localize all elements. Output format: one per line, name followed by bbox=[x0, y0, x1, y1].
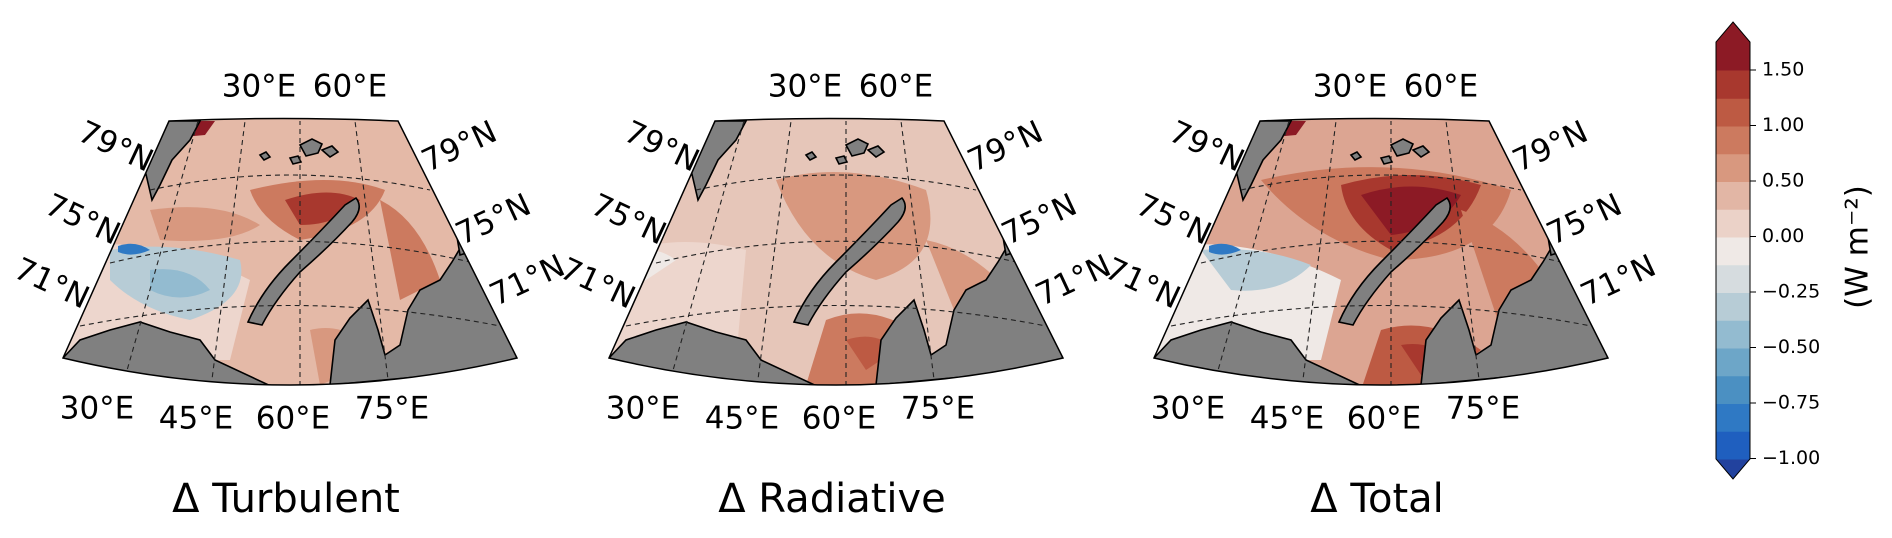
colorbar-band bbox=[1716, 431, 1750, 460]
colorbar-band bbox=[1716, 98, 1750, 127]
lon-label: 60°E bbox=[1404, 69, 1479, 105]
lon-label: 30°E bbox=[606, 391, 681, 427]
lon-label: 60°E bbox=[859, 69, 934, 105]
lat-label: 71°N bbox=[1100, 251, 1186, 317]
lon-label: 75°E bbox=[355, 391, 430, 427]
colorbar-tick-label: 1.00 bbox=[1762, 114, 1804, 136]
colorbar-label: (W m⁻²) bbox=[1840, 185, 1876, 309]
lon-label: 60°E bbox=[1347, 401, 1422, 437]
colorbar-tick-label: 0.50 bbox=[1762, 170, 1804, 192]
contour bbox=[1361, 186, 1461, 235]
panel-title: Δ Turbulent bbox=[172, 476, 400, 522]
lon-label: 60°E bbox=[256, 401, 331, 437]
colorbar-band bbox=[1716, 209, 1750, 238]
contour bbox=[776, 172, 931, 280]
colorbar-band bbox=[1716, 320, 1750, 349]
contour bbox=[150, 269, 210, 298]
panel-title: Δ Radiative bbox=[718, 476, 946, 522]
colorbar-tick-label: 0.00 bbox=[1762, 225, 1804, 247]
lon-label: 30°E bbox=[1151, 391, 1226, 427]
lat-label: 79°N bbox=[416, 114, 502, 180]
lon-label: 75°E bbox=[901, 391, 976, 427]
lat-label: 79°N bbox=[73, 114, 159, 180]
colorbar-band bbox=[1716, 292, 1750, 321]
colorbar-band bbox=[1716, 70, 1750, 99]
contour bbox=[1209, 243, 1241, 255]
map-border bbox=[607, 117, 1065, 386]
lat-label: 75°N bbox=[586, 187, 672, 253]
field bbox=[1154, 118, 1608, 385]
panel-title: Δ Total bbox=[1310, 476, 1444, 522]
map-panel: 30°E 60°E30°E 45°E 60°E 75°E79°N75°N71°N79°N… bbox=[1100, 69, 1662, 523]
lon-label: 30°E bbox=[768, 69, 843, 105]
lat-label: 71°N bbox=[1575, 248, 1661, 314]
colorbar-tick-label: 1.50 bbox=[1762, 59, 1804, 81]
lon-label: 75°E bbox=[1446, 391, 1521, 427]
colorbar-band bbox=[1716, 403, 1750, 432]
colorbar-band bbox=[1716, 237, 1750, 266]
contour bbox=[118, 243, 150, 255]
lon-label: 30°E bbox=[222, 69, 297, 105]
contour bbox=[285, 192, 360, 225]
lon-label: 60°E bbox=[802, 401, 877, 437]
contour bbox=[1201, 249, 1311, 291]
colorbar-extend bbox=[1716, 22, 1750, 42]
map-panel: 30°E 60°E30°E 45°E 60°E 75°E79°N75°N71°N79°N… bbox=[555, 69, 1117, 523]
lat-label: 71°N bbox=[555, 251, 641, 317]
colorbar-band bbox=[1716, 153, 1750, 182]
map-panel: 30°E 60°E30°E 45°E 60°E 75°E79°N75°N71°N79°N… bbox=[9, 69, 571, 523]
lon-label: 30°E bbox=[60, 391, 135, 427]
lat-label: 75°N bbox=[996, 187, 1082, 253]
lon-label: 30°E bbox=[1313, 69, 1388, 105]
lat-label: 75°N bbox=[40, 187, 126, 253]
lon-label: 45°E bbox=[1250, 401, 1325, 437]
lat-label: 71°N bbox=[9, 251, 95, 317]
lat-label: 75°N bbox=[1541, 187, 1627, 253]
colorbar-border bbox=[1715, 21, 1751, 480]
colorbar-band bbox=[1716, 348, 1750, 377]
colorbar: 1.50 1.00 0.50 0.00 −0.25 −0.50 −0.75 −1.00 (W m… bbox=[1715, 21, 1876, 480]
colorbar-band bbox=[1716, 42, 1750, 71]
lat-label: 79°N bbox=[1164, 114, 1250, 180]
lat-label: 79°N bbox=[1507, 114, 1593, 180]
colorbar-band bbox=[1716, 375, 1750, 404]
lat-label: 75°N bbox=[1131, 187, 1217, 253]
lon-label: 60°E bbox=[313, 69, 388, 105]
contour bbox=[380, 200, 440, 300]
map-border bbox=[61, 117, 519, 386]
lat-label: 75°N bbox=[450, 187, 536, 253]
lat-label: 79°N bbox=[619, 114, 705, 180]
map-border bbox=[1152, 117, 1610, 386]
colorbar-band bbox=[1716, 126, 1750, 155]
colorbar-band bbox=[1716, 264, 1750, 293]
colorbar-extend bbox=[1716, 459, 1750, 479]
colorbar-tick-label: −0.50 bbox=[1762, 336, 1820, 358]
colorbar-tick-label: −0.25 bbox=[1762, 281, 1820, 303]
lon-label: 45°E bbox=[159, 401, 234, 437]
lon-label: 45°E bbox=[705, 401, 780, 437]
colorbar-tick-label: −1.00 bbox=[1762, 447, 1820, 469]
lat-label: 79°N bbox=[962, 114, 1048, 180]
field bbox=[63, 118, 517, 385]
colorbar-band bbox=[1716, 181, 1750, 210]
colorbar-tick-label: −0.75 bbox=[1762, 392, 1820, 414]
